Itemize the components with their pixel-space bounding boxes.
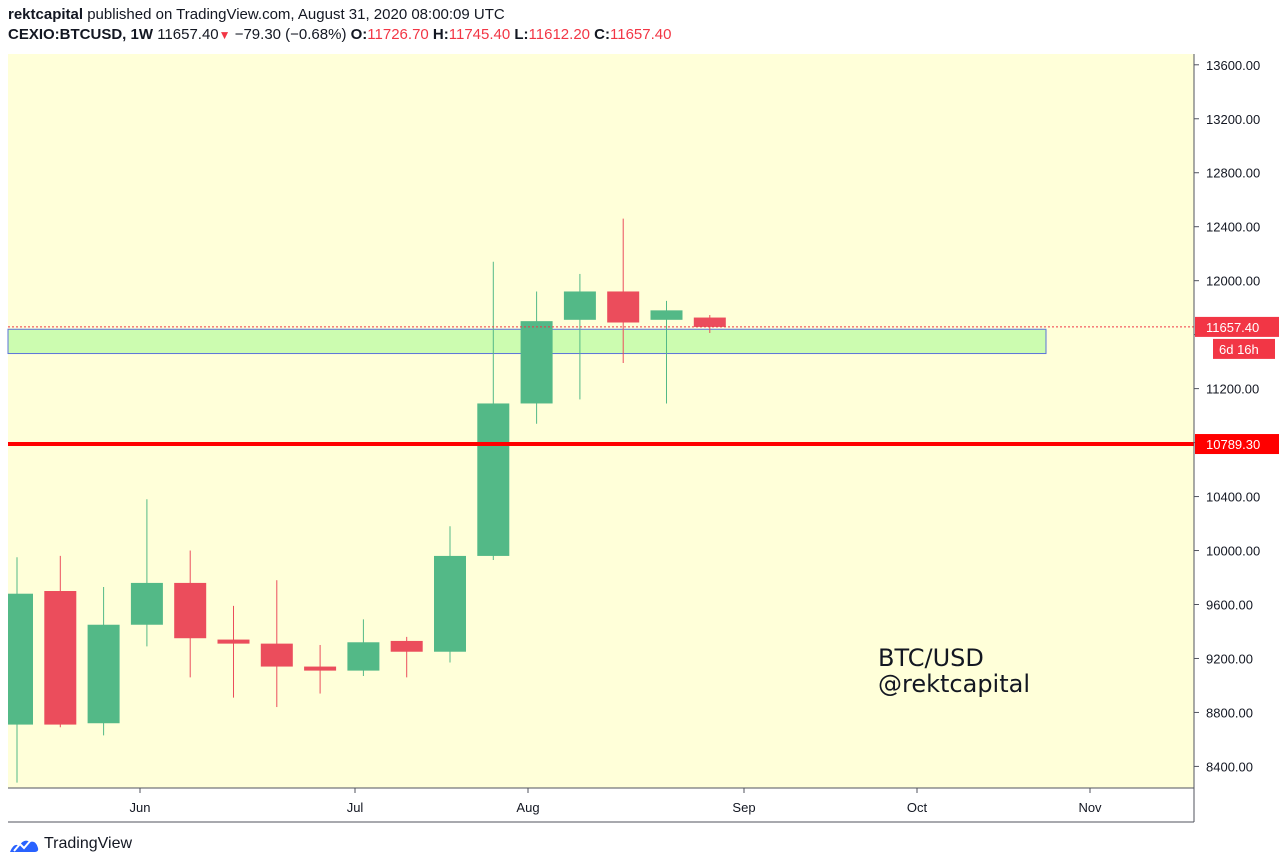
price-tick-label: 9200.00 [1206, 651, 1253, 666]
time-tick-label: Aug [516, 800, 539, 815]
candle-body [44, 591, 77, 725]
candle[interactable] [304, 644, 337, 694]
time-tick-label: Oct [907, 800, 928, 815]
candle[interactable] [174, 550, 207, 678]
candle[interactable] [607, 218, 640, 363]
candle-body [390, 640, 423, 652]
price-tick-label: 9600.00 [1206, 598, 1253, 613]
time-axis[interactable]: Jun Jul Aug Sep Oct Nov [130, 788, 1103, 815]
bar-countdown-label: 6d 16h [1219, 342, 1259, 357]
candle[interactable] [8, 557, 33, 783]
price-change: −79.30 (−0.68%) [234, 26, 347, 43]
symbol-legend: CEXIO:BTCUSD, 1W 11657.40▼ −79.30 (−0.68… [8, 25, 1272, 45]
high-value: 11745.40 [448, 26, 511, 43]
plot-area[interactable] [8, 54, 1194, 788]
price-tick-label: 8400.00 [1206, 759, 1253, 774]
support-label-bg [1195, 434, 1279, 455]
annotation-handle: @rektcapital [878, 670, 1030, 698]
candle-body [87, 624, 120, 724]
candle-body [130, 582, 163, 625]
price-tick-label: 13600.00 [1206, 58, 1260, 73]
last-price-label-bg [1195, 316, 1279, 337]
symbol-interval[interactable]: CEXIO:BTCUSD, 1W [8, 26, 154, 43]
tradingview-brand: TradingView [44, 835, 133, 852]
price-tick-label: 12800.00 [1206, 166, 1260, 181]
candle-body [260, 643, 293, 667]
publish-info: rektcapital published on TradingView.com… [8, 5, 1272, 25]
candle-body [520, 321, 553, 404]
candle[interactable] [347, 619, 380, 677]
candle-body [650, 310, 683, 320]
candle-body [477, 403, 510, 556]
last-price-axis-label: 11657.40 [1206, 320, 1259, 335]
price-tick-label: 11200.00 [1206, 382, 1259, 397]
price-tick-label: 12400.00 [1206, 220, 1260, 235]
countdown-label-bg [1213, 338, 1275, 359]
candle-body [8, 593, 33, 725]
candle[interactable] [650, 300, 683, 404]
time-tick-label: Jul [347, 800, 364, 815]
annotation-pair: BTC/USD [878, 644, 984, 672]
time-tick-label: Jun [130, 800, 151, 815]
last-price: 11657.40 [157, 26, 219, 43]
tradingview-branding[interactable]: TradingView [8, 834, 132, 854]
candle[interactable] [130, 499, 163, 647]
high-label: H: [432, 26, 449, 43]
open-label: O: [350, 26, 368, 43]
low-value: 11612.20 [528, 26, 590, 43]
candle[interactable] [87, 586, 120, 736]
published-text: published on TradingView.com, August 31,… [87, 6, 505, 23]
down-arrow-icon: ▼ [218, 28, 231, 42]
time-tick-label: Nov [1078, 800, 1102, 815]
candle[interactable] [477, 261, 510, 560]
price-tick-label: 10000.00 [1206, 544, 1260, 559]
candle[interactable] [44, 555, 77, 728]
candle[interactable] [217, 605, 250, 698]
candle-body [347, 642, 380, 671]
candle[interactable] [693, 315, 726, 334]
candle-body [217, 639, 250, 644]
author-name[interactable]: rektcapital [8, 6, 84, 23]
candle-body [304, 666, 337, 671]
candle-body [693, 317, 726, 327]
close-label: C: [594, 26, 610, 43]
candle[interactable] [434, 526, 466, 663]
close-value: 11657.40 [610, 26, 672, 43]
candle-body [434, 555, 466, 652]
candle[interactable] [563, 273, 596, 400]
low-label: L: [514, 26, 529, 43]
support-axis-label: 10789.30 [1206, 437, 1260, 452]
candle-body [174, 582, 207, 639]
candle[interactable] [260, 580, 293, 708]
candle-body [563, 291, 596, 320]
price-tick-label: 8800.00 [1206, 705, 1253, 720]
candle[interactable] [390, 636, 423, 678]
candle-body [607, 291, 640, 323]
open-value: 11726.70 [367, 26, 429, 43]
candle[interactable] [520, 291, 553, 424]
price-tick-label: 12000.00 [1206, 274, 1260, 289]
price-axis[interactable]: 8400.00 8800.00 9200.00 9600.00 10000.00 1040… [1194, 58, 1260, 775]
price-tick-label: 10400.00 [1206, 490, 1260, 505]
tradingview-logo-icon [10, 839, 39, 852]
time-tick-label: Sep [732, 800, 755, 815]
price-tick-label: 13200.00 [1206, 112, 1260, 127]
